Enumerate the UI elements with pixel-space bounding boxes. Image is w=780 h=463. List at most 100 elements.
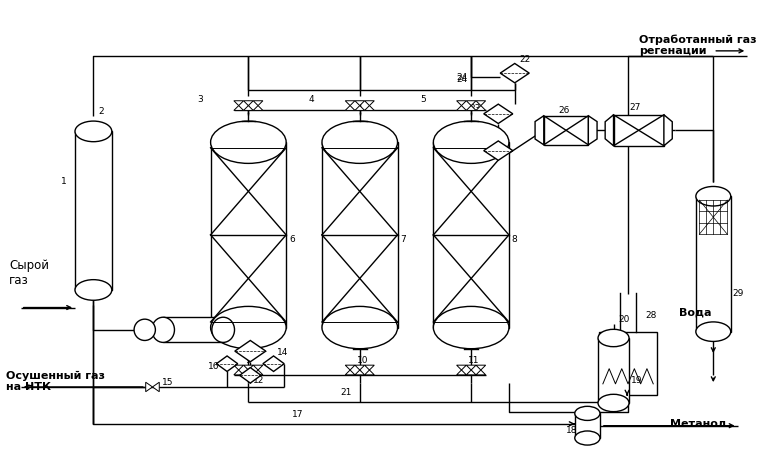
Polygon shape — [456, 365, 466, 370]
Text: 19: 19 — [631, 375, 643, 385]
Text: Вода: Вода — [679, 307, 712, 318]
Polygon shape — [476, 106, 486, 111]
Polygon shape — [254, 101, 263, 106]
Bar — [75, 131, 112, 290]
Polygon shape — [355, 101, 364, 106]
Polygon shape — [364, 101, 374, 106]
Polygon shape — [146, 382, 152, 392]
Text: 10: 10 — [357, 356, 368, 365]
Text: 29: 29 — [732, 288, 744, 298]
Polygon shape — [355, 370, 364, 375]
Text: 27: 27 — [629, 102, 640, 112]
Text: 21: 21 — [340, 388, 352, 397]
Text: 3: 3 — [197, 95, 203, 104]
Ellipse shape — [598, 394, 629, 412]
Polygon shape — [254, 365, 263, 370]
Text: 11: 11 — [468, 356, 480, 365]
Polygon shape — [500, 63, 530, 83]
Ellipse shape — [152, 317, 175, 343]
Bar — [322, 142, 398, 327]
Text: 16: 16 — [207, 362, 219, 371]
Polygon shape — [235, 340, 266, 362]
Ellipse shape — [75, 280, 112, 300]
Polygon shape — [476, 365, 486, 370]
Polygon shape — [605, 115, 614, 146]
Polygon shape — [466, 370, 476, 375]
Text: 4: 4 — [308, 95, 314, 104]
Bar — [599, 332, 657, 395]
Text: Отработанный газ
регенации: Отработанный газ регенации — [639, 34, 757, 56]
Bar — [575, 413, 600, 438]
Text: 25: 25 — [470, 141, 480, 150]
Circle shape — [134, 319, 155, 340]
Polygon shape — [346, 370, 355, 375]
Text: 15: 15 — [162, 378, 174, 387]
Bar — [434, 142, 509, 327]
Polygon shape — [254, 370, 263, 375]
Text: 2: 2 — [98, 107, 104, 116]
Polygon shape — [364, 106, 374, 111]
Polygon shape — [243, 365, 254, 370]
Text: 1: 1 — [62, 177, 67, 186]
Polygon shape — [588, 116, 597, 145]
Bar — [211, 142, 286, 327]
Ellipse shape — [322, 307, 398, 349]
Text: 28: 28 — [646, 311, 657, 320]
Polygon shape — [456, 370, 466, 375]
Polygon shape — [364, 370, 374, 375]
Ellipse shape — [696, 187, 731, 206]
Ellipse shape — [211, 121, 286, 163]
Polygon shape — [243, 106, 254, 111]
Polygon shape — [263, 356, 284, 371]
Text: 26: 26 — [558, 106, 569, 115]
Ellipse shape — [75, 121, 112, 142]
Text: 22: 22 — [519, 55, 531, 64]
Text: Осушенный газ
на НТК: Осушенный газ на НТК — [6, 370, 105, 392]
Ellipse shape — [598, 329, 629, 347]
Polygon shape — [364, 365, 374, 370]
Text: 5: 5 — [420, 95, 426, 104]
Ellipse shape — [696, 322, 731, 341]
Polygon shape — [216, 356, 238, 371]
Text: 24: 24 — [456, 75, 468, 84]
Polygon shape — [466, 101, 476, 106]
Text: 17: 17 — [292, 410, 303, 419]
Polygon shape — [476, 370, 486, 375]
Polygon shape — [466, 365, 476, 370]
Ellipse shape — [434, 307, 509, 349]
Text: 13: 13 — [254, 333, 264, 342]
Ellipse shape — [212, 317, 235, 343]
Polygon shape — [234, 365, 243, 370]
Text: 23: 23 — [470, 105, 480, 113]
Text: 18: 18 — [566, 426, 577, 435]
Text: 7: 7 — [400, 235, 406, 244]
Bar — [544, 116, 588, 145]
Bar — [696, 196, 731, 332]
Text: 20: 20 — [619, 315, 629, 324]
Polygon shape — [152, 382, 159, 392]
Ellipse shape — [575, 407, 600, 420]
Text: 14: 14 — [276, 348, 288, 357]
Bar — [163, 317, 223, 343]
Polygon shape — [456, 106, 466, 111]
Polygon shape — [664, 115, 672, 146]
Text: 24: 24 — [456, 73, 468, 81]
Polygon shape — [243, 370, 254, 375]
Text: 9: 9 — [246, 356, 251, 365]
Bar — [598, 338, 629, 403]
Polygon shape — [355, 106, 364, 111]
Ellipse shape — [434, 121, 509, 163]
Polygon shape — [466, 106, 476, 111]
Polygon shape — [484, 141, 512, 160]
Polygon shape — [346, 106, 355, 111]
Polygon shape — [234, 106, 243, 111]
Polygon shape — [346, 101, 355, 106]
Polygon shape — [476, 101, 486, 106]
Polygon shape — [456, 101, 466, 106]
Ellipse shape — [322, 121, 398, 163]
Polygon shape — [484, 104, 512, 124]
Polygon shape — [243, 101, 254, 106]
Text: 6: 6 — [289, 235, 295, 244]
Polygon shape — [355, 365, 364, 370]
Ellipse shape — [211, 307, 286, 349]
